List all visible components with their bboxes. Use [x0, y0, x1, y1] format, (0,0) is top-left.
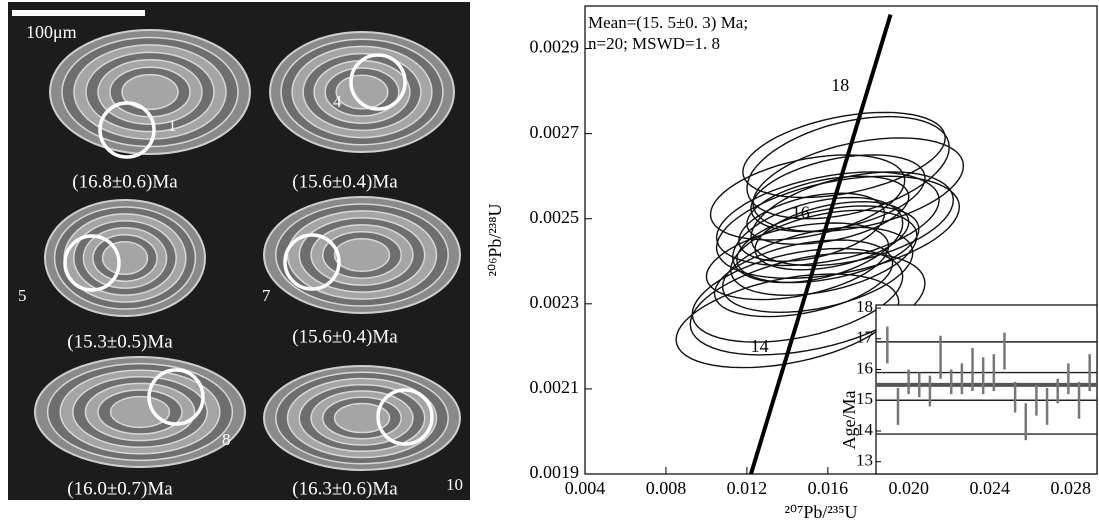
grain-age: (15.6±0.4)Ma [292, 326, 398, 347]
error-ellipse [746, 115, 951, 220]
inset-y-tick-label: 16 [856, 358, 873, 377]
annotation: Mean=(15. 5±0. 3) Ma; [588, 13, 748, 32]
x-axis-label: ²⁰⁷Pb/²³⁵U [785, 502, 858, 522]
x-tick-label: 0.020 [889, 478, 930, 498]
y-tick-label: 0.0023 [530, 292, 580, 312]
age-mark: 14 [751, 336, 769, 356]
error-ellipse [750, 171, 955, 267]
y-tick-label: 0.0025 [530, 207, 580, 227]
analysis-spot [376, 388, 434, 446]
error-ellipse [736, 205, 920, 284]
growth-zone [101, 241, 149, 275]
inset-y-tick-label: 13 [856, 451, 873, 470]
error-ellipse [675, 273, 900, 369]
error-ellipse [750, 154, 926, 233]
grain-age: (16.0±0.7)Ma [67, 478, 173, 499]
error-ellipse [746, 175, 910, 246]
y-axis-label: ²⁰⁶Pb/²³⁸U [485, 204, 505, 277]
scale-bar [12, 10, 145, 16]
error-ellipse [721, 226, 914, 314]
error-ellipse [742, 111, 946, 199]
analysis-spot [63, 234, 121, 292]
x-tick-label: 0.004 [565, 478, 606, 498]
error-ellipse [752, 137, 965, 233]
inset-y-tick-label: 17 [856, 328, 874, 347]
growth-zone [121, 73, 179, 111]
spot-number: 5 [18, 286, 27, 305]
age-mark: 16 [792, 203, 810, 223]
inset-frame [875, 304, 1098, 475]
spot-number: 1 [168, 116, 177, 135]
grain-age: (16.8±0.6)Ma [72, 171, 178, 192]
grain-age: (15.3±0.5)Ma [67, 331, 173, 352]
growth-zone [109, 395, 171, 429]
error-ellipse [691, 247, 904, 343]
x-tick-label: 0.028 [1050, 478, 1091, 498]
grain-age: (15.6±0.4)Ma [292, 171, 398, 192]
age-mark: 18 [831, 75, 849, 95]
spot-number: 10 [446, 475, 463, 494]
analysis-spot [98, 101, 156, 159]
error-ellipse [715, 175, 961, 280]
error-ellipse [738, 192, 886, 263]
analysis-spot [283, 233, 341, 291]
spot-number: 7 [262, 286, 271, 305]
annotation: n=20; MSWD=1. 8 [588, 34, 720, 53]
spot-number: 4 [333, 92, 342, 111]
inset-y-axis-label: Age/Ma [839, 390, 859, 449]
x-tick-label: 0.024 [969, 478, 1010, 498]
y-tick-label: 0.0019 [530, 462, 580, 482]
inset-y-tick-label: 14 [856, 420, 874, 439]
growth-zone [335, 74, 389, 110]
y-tick-label: 0.0029 [530, 37, 580, 57]
grain-age: (16.3±0.6)Ma [292, 478, 398, 499]
growth-zone [333, 402, 391, 434]
x-tick-label: 0.012 [727, 478, 768, 498]
error-ellipse [705, 222, 890, 301]
scale-label: 100μm [26, 22, 77, 42]
spot-number: 8 [222, 430, 231, 449]
x-tick-label: 0.008 [646, 478, 687, 498]
y-tick-label: 0.0021 [530, 377, 580, 397]
concordia-curve [749, 13, 893, 475]
analysis-spot [147, 368, 205, 426]
x-tick-label: 0.016 [808, 478, 849, 498]
y-tick-label: 0.0027 [530, 122, 580, 142]
inset-y-tick-label: 18 [856, 297, 873, 316]
analysis-spot [349, 53, 407, 111]
inset-y-tick-label: 15 [856, 389, 873, 408]
error-ellipse [689, 252, 926, 356]
growth-zone [333, 238, 391, 272]
error-ellipse [731, 196, 904, 284]
